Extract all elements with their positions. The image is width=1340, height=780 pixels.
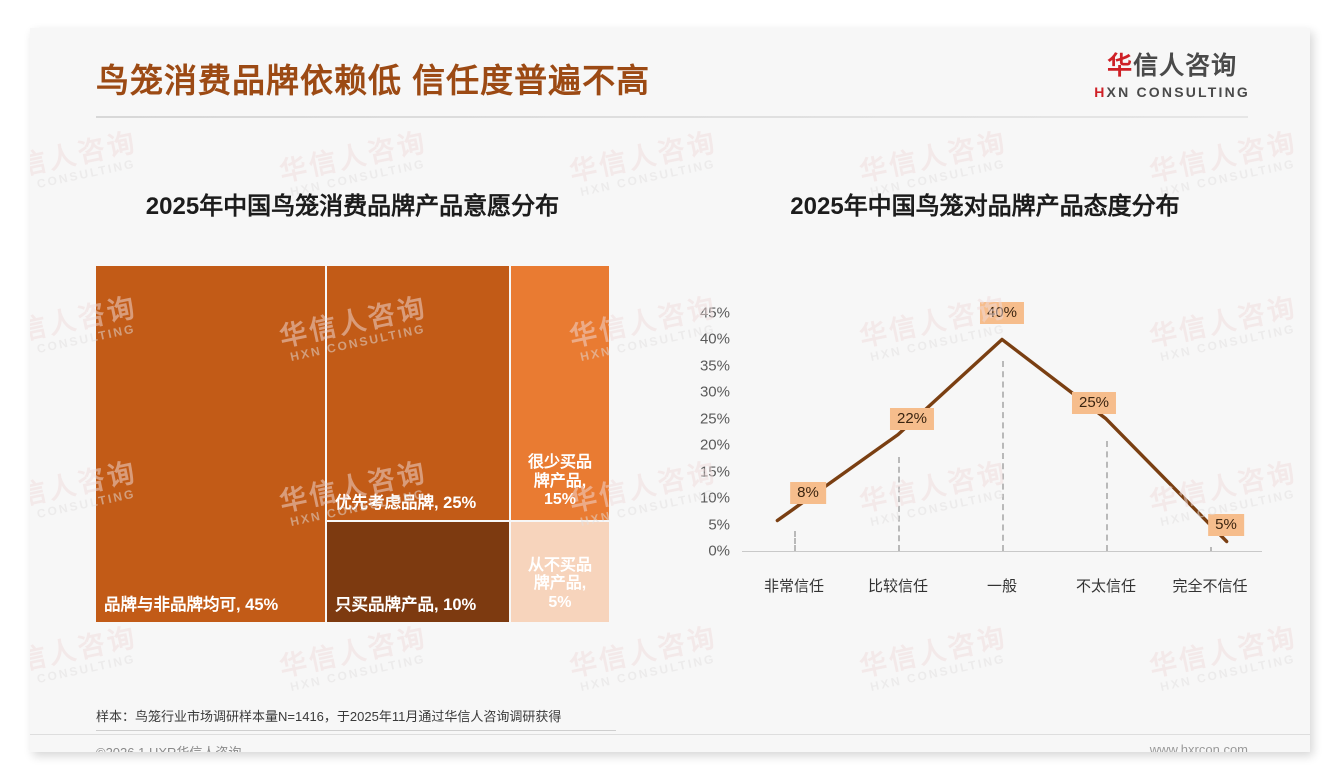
data-point-label: 25% bbox=[1071, 391, 1117, 414]
data-point-label: 5% bbox=[1208, 513, 1244, 536]
y-axis-tick-label: 10% bbox=[699, 489, 730, 507]
treemap-chart: 品牌与非品牌均可, 45% 优先考虑品牌, 25% 只买品牌产品, 10% 很少买品牌… bbox=[95, 265, 610, 623]
line-chart: 0% 5% 10% 15% 20% 25% 30% 35% 40% 45% 8% 22% 40% 25% 5… bbox=[680, 265, 1280, 623]
header-divider bbox=[96, 116, 1248, 118]
watermark-mark: 华信人咨询 HXN CONSULTING bbox=[1147, 621, 1300, 695]
y-axis-tick-label: 25% bbox=[699, 410, 730, 428]
note-divider bbox=[96, 730, 616, 731]
treemap-cell[interactable]: 优先考虑品牌, 25% bbox=[325, 265, 510, 521]
watermark-mark: 华信人咨询 HXN CONSULTING bbox=[277, 621, 430, 695]
vertical-gridline bbox=[1106, 440, 1108, 551]
treemap-cell-label: 品牌与非品牌均可, 45% bbox=[104, 596, 279, 615]
treemap-cell-label: 优先考虑品牌, 25% bbox=[334, 493, 477, 512]
logo-rest-chars: 信人咨询 bbox=[1133, 52, 1238, 80]
x-axis-tick-label: 比较信任 bbox=[867, 578, 929, 595]
treemap-cell-label: 从不买品 牌产品, 5% bbox=[527, 556, 592, 611]
footer-website[interactable]: www.hxrcon.com bbox=[1149, 742, 1248, 752]
y-axis-tick-label: 0% bbox=[708, 542, 730, 560]
watermark-mark: 华信人咨询 HXN CONSULTING bbox=[857, 621, 1010, 695]
y-axis-tick-label: 30% bbox=[699, 383, 730, 401]
x-axis-tick-label: 非常信任 bbox=[763, 578, 825, 595]
y-axis-tick-label: 40% bbox=[699, 330, 730, 348]
y-axis-tick-label: 45% bbox=[699, 304, 730, 322]
vertical-gridline bbox=[1002, 361, 1004, 551]
watermark-mark: 华信人咨询 HXN CONSULTING bbox=[30, 621, 140, 695]
footer-divider bbox=[30, 734, 1310, 735]
treemap-cell-label: 很少买品 牌产品, 15% bbox=[527, 454, 592, 509]
vertical-gridline bbox=[1210, 546, 1212, 551]
left-chart-panel: 2025年中国鸟笼消费品牌产品意愿分布 bbox=[70, 186, 635, 221]
slide-header: 鸟笼消费品牌依赖低 信任度普遍不高 华信人咨询 HXN CONSULTING bbox=[30, 28, 1310, 128]
page-title: 鸟笼消费品牌依赖低 信任度普遍不高 bbox=[96, 62, 651, 99]
logo-english-text: HXN CONSULTING bbox=[1094, 84, 1250, 100]
data-point-label: 8% bbox=[790, 481, 826, 504]
logo-english-accent: H bbox=[1094, 84, 1107, 100]
y-axis-tick-label: 5% bbox=[708, 516, 730, 534]
slide-card: 华信人咨询 HXN CONSULTING 华信人咨询 HXN CONSULTING 华信… bbox=[30, 28, 1310, 752]
treemap-cell[interactable]: 从不买品 牌产品, 5% bbox=[509, 520, 610, 623]
logo-chinese-text: 华信人咨询 bbox=[1094, 54, 1250, 79]
watermark-mark: 华信人咨询 HXN CONSULTING bbox=[567, 621, 720, 695]
right-chart-panel: 2025年中国鸟笼对品牌产品态度分布 bbox=[690, 186, 1280, 221]
data-point-label: 22% bbox=[889, 407, 935, 430]
footer-copyright: ©2026.1 HXR华信人咨询 bbox=[96, 742, 241, 752]
x-axis-tick-label: 一般 bbox=[986, 578, 1018, 595]
logo-english-rest: XN CONSULTING bbox=[1106, 84, 1250, 100]
x-axis-tick-label: 不太信任 bbox=[1075, 578, 1137, 595]
vertical-gridline bbox=[898, 456, 900, 551]
treemap-cell-label: 只买品牌产品, 10% bbox=[334, 596, 477, 615]
logo-accent-char: 华 bbox=[1107, 52, 1134, 80]
y-axis-tick-label: 15% bbox=[699, 463, 730, 481]
data-point-label: 40% bbox=[979, 302, 1025, 325]
treemap-cell[interactable]: 品牌与非品牌均可, 45% bbox=[95, 265, 326, 623]
x-axis-line bbox=[742, 551, 1262, 552]
source-note: 样本：鸟笼行业市场调研样本量N=1416，于2025年11月通过华信人咨询调研获… bbox=[96, 709, 562, 724]
company-logo: 华信人咨询 HXN CONSULTING bbox=[1094, 54, 1250, 101]
treemap-cell[interactable]: 很少买品 牌产品, 15% bbox=[509, 265, 610, 521]
left-chart-title: 2025年中国鸟笼消费品牌产品意愿分布 bbox=[145, 193, 560, 220]
y-axis-tick-label: 20% bbox=[699, 436, 730, 454]
treemap-cell[interactable]: 只买品牌产品, 10% bbox=[325, 520, 510, 623]
y-axis-tick-label: 35% bbox=[699, 357, 730, 375]
right-chart-title: 2025年中国鸟笼对品牌产品态度分布 bbox=[790, 193, 1180, 220]
x-axis-tick-label: 完全不信任 bbox=[1172, 578, 1248, 595]
vertical-gridline bbox=[794, 530, 796, 551]
